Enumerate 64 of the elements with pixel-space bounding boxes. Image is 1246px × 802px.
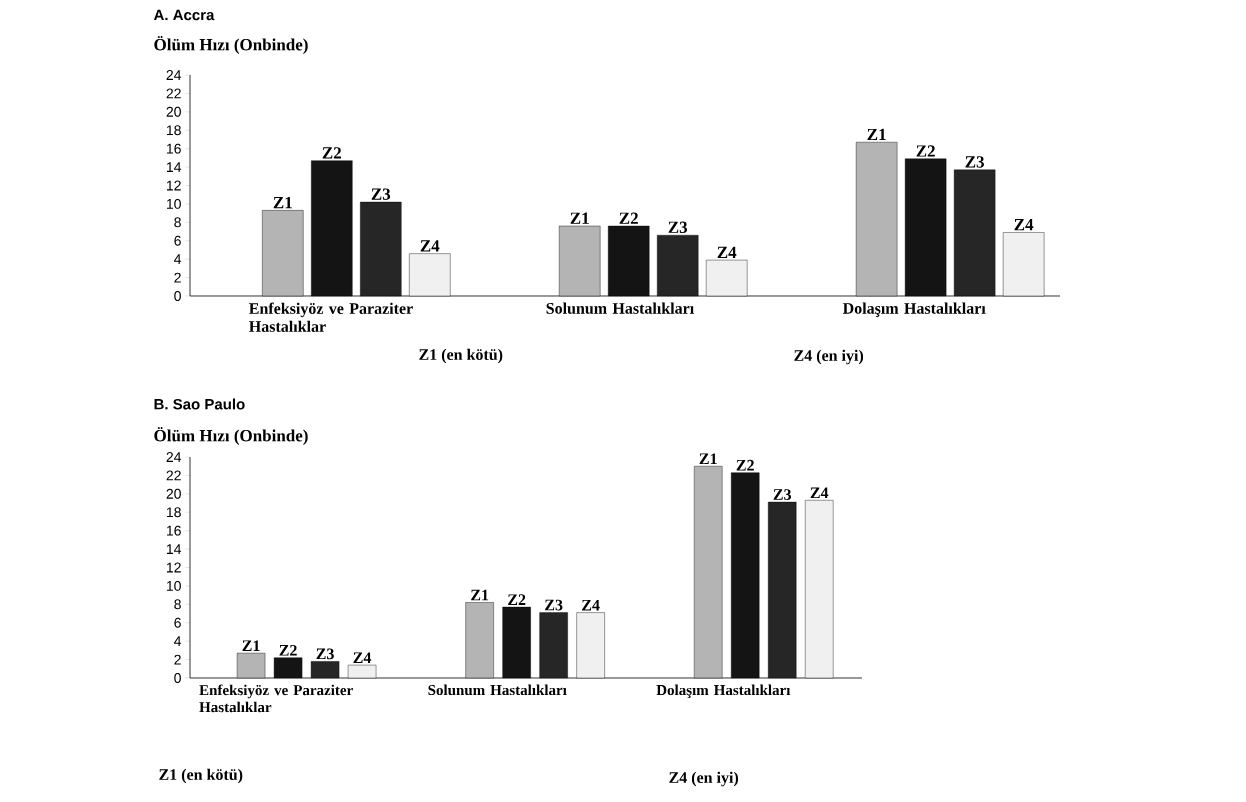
text: Z2 bbox=[279, 644, 297, 656]
text: Z3 bbox=[668, 221, 688, 234]
text: Z3 bbox=[773, 489, 792, 500]
x-tick-label: Enfeksiyöz ve Paraziter Hastalıklar bbox=[249, 302, 413, 332]
y-tick-label: 14 bbox=[166, 544, 182, 554]
series-label: Z4 bbox=[420, 240, 440, 252]
y-tick-label: 24 bbox=[166, 70, 182, 80]
y-tick-label: 6 bbox=[174, 617, 181, 628]
text: Z1 bbox=[867, 128, 886, 141]
text: Z1 (en kötü) bbox=[159, 768, 243, 784]
text: Z1 bbox=[273, 196, 292, 209]
y-tick-label: 0 bbox=[174, 673, 181, 683]
text: Z1 bbox=[242, 640, 260, 651]
text: Z2 bbox=[508, 594, 526, 605]
y-tick-label: 18 bbox=[166, 125, 181, 136]
y-tick-label: 10 bbox=[166, 580, 181, 591]
series-label: Z1 bbox=[699, 453, 717, 465]
chart-title: B. Sao Paulo bbox=[154, 398, 245, 410]
series-label: Z3 bbox=[316, 648, 334, 660]
y-tick-label: 22 bbox=[166, 88, 181, 99]
text: Z4 bbox=[717, 246, 737, 258]
y-tick-label: 0 bbox=[174, 291, 181, 301]
y-tick-label: 6 bbox=[174, 235, 181, 246]
text: Z4 (en iyi) bbox=[794, 349, 864, 365]
text: Z3 bbox=[545, 599, 563, 611]
y-tick-label: 20 bbox=[166, 106, 181, 117]
text: Z4 (en iyi) bbox=[669, 771, 739, 787]
x-tick-label: Dolaşım Hastalıkları bbox=[842, 302, 986, 317]
y-tick-label: 16 bbox=[166, 143, 181, 154]
text: Z4 bbox=[582, 599, 600, 611]
y-tick-label: 18 bbox=[166, 507, 181, 518]
y-tick-label: 10 bbox=[166, 198, 181, 209]
text: Z1 (en kötü) bbox=[419, 348, 503, 364]
x-tick-label: Solunum Hastalıkları bbox=[546, 302, 694, 314]
series-label: Z1 bbox=[570, 212, 589, 224]
series-label: Z3 bbox=[371, 188, 391, 200]
chart-title: A. Accra bbox=[153, 9, 215, 21]
series-label: Z4 bbox=[810, 487, 829, 499]
y-tick-label: 2 bbox=[174, 272, 181, 283]
y-tick-label: 22 bbox=[166, 470, 181, 481]
y-tick-label: 12 bbox=[166, 180, 181, 191]
y-tick-label: 8 bbox=[174, 217, 181, 228]
x-tick-label: Dolaşım Hastalıkları bbox=[656, 684, 791, 699]
y-tick-label: 8 bbox=[174, 599, 181, 610]
series-label: Z2 bbox=[736, 459, 754, 471]
text: Z2 bbox=[322, 147, 341, 159]
y-tick-label: 14 bbox=[166, 162, 182, 172]
text: Z4 bbox=[1014, 219, 1034, 231]
y-tick-label: 12 bbox=[166, 562, 181, 573]
y-tick-label: 16 bbox=[166, 525, 181, 536]
y-tick-label: 24 bbox=[166, 452, 182, 462]
y-tick-label: 2 bbox=[174, 654, 181, 665]
y-axis-title: Ölüm Hızı (Onbinde) bbox=[154, 36, 308, 54]
y-tick-label: 4 bbox=[174, 636, 182, 646]
y-tick-label: 4 bbox=[174, 254, 182, 264]
text: Z3 bbox=[965, 156, 984, 168]
x-tick-label: Enfeksiyöz ve Paraziter Hastalıklar bbox=[199, 684, 353, 713]
y-axis-title: Ölüm Hızı (Onbinde) bbox=[154, 427, 308, 445]
text: Z2 bbox=[916, 145, 935, 157]
series-label: Z2 bbox=[619, 212, 638, 224]
text: Z1 bbox=[471, 589, 489, 601]
y-tick-label: 20 bbox=[166, 488, 181, 499]
x-tick-label: Solunum Hastalıkları bbox=[428, 684, 567, 696]
text: Z4 bbox=[353, 652, 372, 663]
